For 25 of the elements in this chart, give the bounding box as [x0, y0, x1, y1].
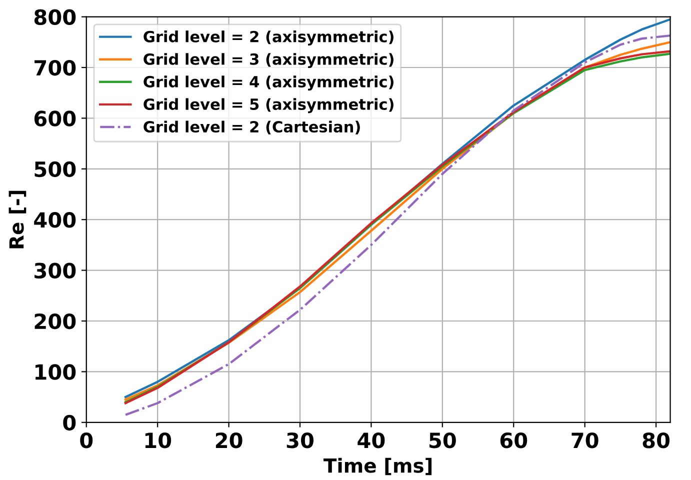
- x-tick-label: 30: [286, 432, 314, 448]
- y-axis-title: Re [-]: [8, 190, 26, 248]
- x-tick-label: 40: [358, 432, 385, 448]
- legend-label: Grid level = 5 (axisymmetric): [144, 98, 394, 114]
- y-tick-label: 100: [36, 364, 76, 380]
- y-tick-label: 200: [34, 313, 76, 330]
- x-axis-title: Time [ms]: [324, 458, 432, 476]
- x-tick-label: 80: [642, 432, 670, 448]
- x-tick-label: 10: [145, 432, 172, 448]
- legend-label: Grid level = 2 (Cartesian): [144, 120, 360, 134]
- legend-label: Grid level = 3 (axisymmetric): [144, 53, 394, 68]
- x-tick-label: 20: [216, 432, 242, 448]
- y-tick-label: 700: [34, 60, 76, 76]
- x-tick-label: 70: [572, 432, 598, 448]
- legend-label: Grid level = 4 (axisymmetric): [144, 76, 394, 91]
- y-tick-label: 0: [63, 414, 76, 431]
- legend-label: Grid level = 2 (axisymmetric): [144, 30, 394, 46]
- y-tick-label: 800: [34, 9, 76, 26]
- y-tick-label: 500: [34, 161, 76, 178]
- x-tick-label: 0: [80, 432, 93, 448]
- y-tick-label: 600: [34, 110, 76, 126]
- x-tick-label: 60: [500, 432, 528, 448]
- x-tick-label: 50: [430, 432, 456, 448]
- y-tick-label: 400: [34, 212, 76, 228]
- y-tick-label: 300: [34, 262, 76, 279]
